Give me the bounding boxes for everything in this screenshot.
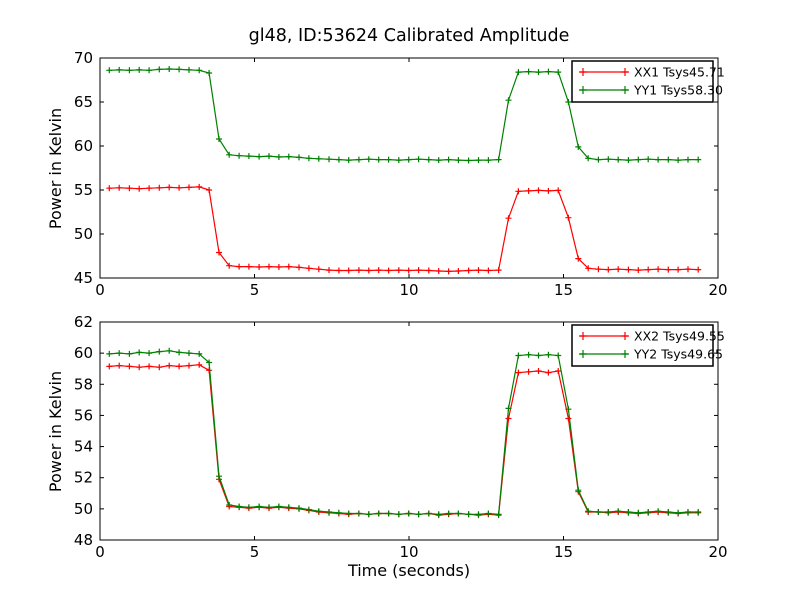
x-tick-label: 20 [708, 543, 727, 561]
x-tick-label: 15 [554, 281, 573, 299]
series-line-xx1 [109, 186, 699, 273]
y-tick-label: 48 [74, 531, 93, 549]
legend-sample-marker [621, 350, 629, 358]
series-markers-yy1 [106, 66, 702, 164]
x-tick-label: 10 [399, 281, 418, 299]
top-subplot: 0 5 10 15 20 45 50 55 60 65 70 XX1 Tsys45.71 YY1 Tsy… [74, 49, 728, 299]
y-tick-label: 50 [74, 225, 93, 243]
y-tick-label: 58 [74, 375, 93, 393]
y-tick-label: 65 [74, 93, 93, 111]
y-tick-label: 55 [74, 181, 93, 199]
legend-sample-marker [621, 86, 629, 94]
series-line-xx2 [109, 364, 699, 516]
x-tick-label: 0 [95, 543, 105, 561]
y-tick-label: 70 [74, 49, 93, 67]
x-tick-label: 5 [250, 281, 260, 299]
y-tick-label: 52 [74, 469, 93, 487]
series-markers-xx1 [106, 183, 702, 275]
x-tick-label: 20 [708, 281, 727, 299]
legend-box [571, 324, 714, 367]
y-tick-label: 60 [74, 344, 93, 362]
legend-sample-marker [579, 332, 587, 340]
bottom-subplot: 0 5 10 15 20 48 50 52 54 56 58 60 62 XX2 Tsys49.55 YY2… [74, 313, 728, 561]
series-markers-xx2 [106, 361, 702, 519]
y-tick-label: 62 [74, 313, 93, 331]
x-tick-label: 10 [399, 543, 418, 561]
y-tick-label: 50 [74, 500, 93, 518]
legend-sample-marker [579, 68, 587, 76]
x-tick-label: 0 [95, 281, 105, 299]
chart-title: gl48, ID:53624 Calibrated Amplitude [248, 26, 570, 46]
legend-sample-marker [621, 68, 629, 76]
x-axis-label: Time (seconds) [347, 561, 471, 580]
series-markers-yy2 [106, 347, 702, 518]
y-tick-label: 60 [74, 137, 93, 155]
legend-label: XX1 Tsys45.71 [634, 65, 725, 80]
legend-sample-marker [579, 86, 587, 94]
legend-label: XX2 Tsys49.55 [634, 329, 725, 344]
series-line-yy2 [109, 350, 699, 515]
y-tick-label: 54 [74, 438, 93, 456]
y-tick-label: 56 [74, 406, 93, 424]
y-tick-label: 45 [74, 269, 93, 287]
legend-label: YY2 Tsys49.65 [633, 347, 723, 362]
x-tick-label: 15 [554, 543, 573, 561]
legend-box [571, 60, 714, 103]
x-tick-label: 5 [250, 543, 260, 561]
legend-sample-marker [621, 332, 629, 340]
legend-sample-marker [579, 350, 587, 358]
legend-label: YY1 Tsys58.30 [633, 83, 723, 98]
